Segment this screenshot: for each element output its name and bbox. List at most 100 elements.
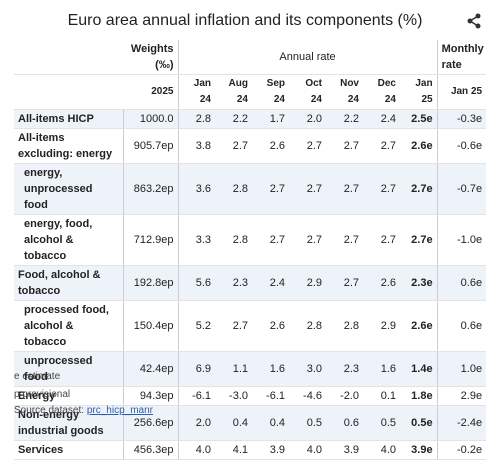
annual-rate-cell: 3.0 [289, 351, 326, 387]
annual-rate-cell: 0.4 [215, 405, 252, 441]
weight-cell: 905.7ep [122, 128, 178, 164]
annual-rate-cell: 2.3e [400, 265, 438, 301]
weight-cell: 863.2ep [122, 163, 178, 215]
monthly-rate-cell: 1.0e [436, 351, 487, 387]
group-header: Weights (‰) [123, 40, 178, 75]
annual-rate-cell: 1.6 [252, 351, 289, 387]
annual-rate-cell: 0.5 [363, 405, 400, 441]
annual-rate-cell: 3.3 [177, 214, 215, 266]
annual-rate-cell: 2.3 [326, 351, 363, 387]
annual-rate-cell: 3.6 [177, 163, 215, 215]
annual-rate-cell: 2.6 [363, 265, 400, 301]
table-row: Services 456.3ep 4.0 4.1 3.9 4.0 3.9 4.0 3.9e -0.… [14, 440, 487, 460]
annual-rate-cell: 2.8 [326, 300, 363, 352]
weight-cell: 42.4ep [122, 351, 178, 387]
footnote: e estimate [14, 371, 61, 382]
table-row: energy, food, alcohol & tobacco 712.9ep 3.… [14, 214, 487, 266]
annual-rate-cell: 2.7 [289, 128, 326, 164]
annual-rate-cell: 2.7e [400, 163, 438, 215]
source-link[interactable]: prc_hicp_manr [86, 405, 153, 416]
annual-rate-cell: 3.9 [252, 440, 289, 460]
group-header: Annual rate [177, 40, 438, 75]
inflation-table: Weights (‰) Annual rate Monthly rate 202… [14, 40, 487, 460]
annual-rate-cell: 3.9e [400, 440, 438, 460]
annual-rate-cell: 2.4 [363, 109, 400, 129]
monthly-rate-cell: -2.4e [436, 405, 487, 441]
annual-rate-cell: 0.1 [363, 386, 400, 406]
page: Euro area annual inflation and its compo… [14, 12, 487, 460]
monthly-rate-cell: 2.9e [436, 386, 487, 406]
table-row: All-items excluding: energy 905.7ep 3.8 2.7… [14, 128, 487, 164]
footnote: p provisional [14, 389, 71, 400]
annual-rate-cell: 2.0 [289, 109, 326, 129]
annual-rate-cell: 2.8 [177, 109, 215, 129]
annual-rate-cell: 2.7 [289, 214, 326, 266]
annual-rate-cell: 2.7 [215, 128, 252, 164]
annual-rate-cell: 2.9 [289, 265, 326, 301]
source-label: Source dataset: [14, 405, 85, 416]
source: Source dataset: prc_hicp_manr [14, 405, 153, 416]
column-header: Nov 24 [326, 74, 363, 110]
annual-rate-cell: 2.8 [289, 300, 326, 352]
monthly-rate-cell: -0.7e [436, 163, 487, 215]
weight-cell: 712.9ep [122, 214, 178, 266]
annual-rate-cell: 2.3 [215, 265, 252, 301]
header-cell [14, 40, 123, 75]
annual-rate-cell: 2.9 [363, 300, 400, 352]
annual-rate-cell: 2.6 [252, 300, 289, 352]
annual-rate-cell: 2.7 [326, 128, 363, 164]
annual-rate-cell: 4.1 [215, 440, 252, 460]
annual-rate-cell: 2.7 [363, 214, 400, 266]
annual-rate-cell: 2.7 [289, 163, 326, 215]
annual-rate-cell: 2.6e [400, 128, 438, 164]
row-label: energy, food, alcohol & tobacco [14, 214, 123, 266]
annual-rate-cell: 3.9 [326, 440, 363, 460]
annual-rate-cell: 2.4 [252, 265, 289, 301]
table-row: Food, alcohol & tobacco 192.8ep 5.6 2.3 2.4 2… [14, 265, 487, 301]
column-header: Sep 24 [252, 74, 289, 110]
annual-rate-cell: 1.7 [252, 109, 289, 129]
monthly-rate-cell: -0.6e [436, 128, 487, 164]
annual-rate-cell: 2.7 [252, 214, 289, 266]
column-header: Jan 25 [436, 74, 487, 110]
annual-rate-cell: 5.2 [177, 300, 215, 352]
table-row: energy, unprocessed food 863.2ep 3.6 2.8 2.7… [14, 163, 487, 215]
monthly-rate-cell: -1.0e [436, 214, 487, 266]
weight-cell: 456.3ep [122, 440, 178, 460]
title: Euro area annual inflation and its compo… [67, 12, 423, 29]
column-header: Jan 24 [177, 74, 215, 110]
monthly-rate-cell: 0.6e [436, 300, 487, 352]
monthly-rate-cell: -0.3e [436, 109, 487, 129]
column-header: Dec 24 [363, 74, 400, 110]
header-cell [14, 74, 123, 110]
annual-rate-cell: 2.6 [252, 128, 289, 164]
row-label: All-items HICP [14, 109, 123, 129]
weight-cell: 150.4ep [122, 300, 178, 352]
share-icon[interactable] [467, 13, 481, 29]
annual-rate-cell: 1.1 [215, 351, 252, 387]
annual-rate-cell: 4.0 [289, 440, 326, 460]
annual-rate-cell: 2.7 [326, 214, 363, 266]
annual-rate-cell: 2.7 [326, 163, 363, 215]
annual-rate-cell: 0.4 [252, 405, 289, 441]
annual-rate-cell: -3.0 [215, 386, 252, 406]
group-header: Monthly rate [436, 40, 487, 75]
annual-rate-cell: 2.6e [400, 300, 438, 352]
column-header: Aug 24 [215, 74, 252, 110]
column-header: 2025 [123, 74, 178, 110]
weight-cell: 1000.0 [122, 109, 178, 129]
annual-rate-cell: 2.7 [326, 265, 363, 301]
annual-rate-cell: 3.8 [177, 128, 215, 164]
annual-rate-cell: 5.6 [177, 265, 215, 301]
annual-rate-cell: 0.5 [289, 405, 326, 441]
annual-rate-cell: 1.6 [363, 351, 400, 387]
annual-rate-cell: 1.8e [400, 386, 438, 406]
annual-rate-cell: 2.7e [400, 214, 438, 266]
annual-rate-cell: 2.0 [177, 405, 215, 441]
column-header: Oct 24 [289, 74, 326, 110]
table-row: unprocessed food 42.4ep 6.9 1.1 1.6 3.0 2.3 1.6… [14, 351, 487, 387]
annual-rate-cell: -6.1 [177, 386, 215, 406]
table-row: Energy 94.3ep -6.1 -3.0 -6.1 -4.6 -2.0 0.1 1.8e 2… [14, 386, 487, 406]
annual-rate-cell: 2.2 [326, 109, 363, 129]
row-label: unprocessed food [14, 351, 123, 387]
